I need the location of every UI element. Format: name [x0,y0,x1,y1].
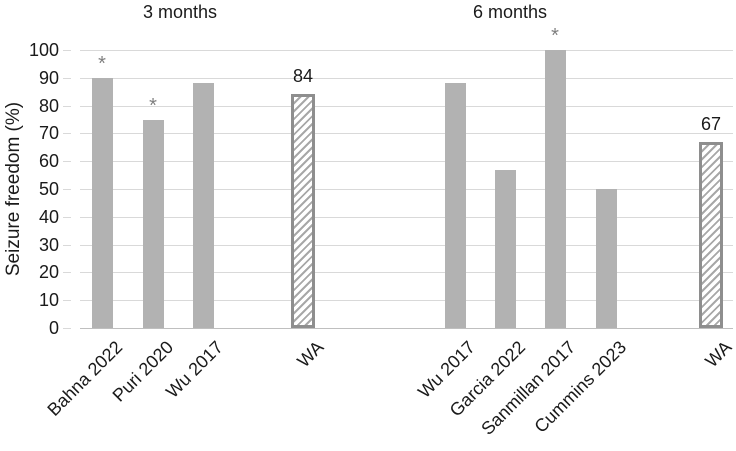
y-tick-mark [63,77,71,79]
bar-study [494,169,516,328]
significance-asterisk: * [551,25,559,47]
y-tick-label: 60 [38,151,59,172]
significance-asterisk: * [98,52,106,75]
y-tick-mark [63,189,71,190]
bar-weighted-average [699,141,723,328]
bar-study [91,77,113,328]
y-tick-mark [63,244,71,246]
y-tick-label: 40 [38,206,59,227]
y-tick-label: 70 [38,123,59,144]
group-title-3-months: 3 months [142,2,218,22]
bar-study [142,119,164,328]
y-tick-mark [63,328,71,329]
group-title-6-months: 6 months [472,2,548,22]
y-tick-label: 50 [38,179,59,199]
significance-asterisk: * [149,94,157,117]
y-tick-mark [63,161,71,163]
gridline [80,189,733,190]
gridline [80,272,733,274]
bar-study [444,83,466,328]
y-tick-label: 90 [38,67,59,88]
gridline [80,133,733,135]
y-tick-mark [63,272,71,274]
gridline [80,105,733,107]
y-tick-mark [63,50,71,51]
bar-study [544,50,566,328]
bar-weighted-average [291,94,315,328]
y-tick-label: 10 [38,290,59,311]
y-tick-mark [63,133,71,135]
gridline [80,161,733,163]
y-tick-mark [63,105,71,107]
x-axis-label: WA [292,337,328,372]
gridline [80,300,733,302]
gridline [80,216,733,218]
gridline [80,77,733,79]
gridline [80,244,733,246]
x-axis-label: Cummins 2023 [530,337,631,437]
x-axis-line [80,328,733,329]
bar-value-label: 84 [292,66,314,87]
x-axis-label: WA [700,337,736,372]
bar-study [192,83,214,328]
y-tick-mark [63,300,71,302]
gridline [80,50,733,51]
y-tick-label: 80 [38,95,59,116]
y-tick-label: 20 [38,262,59,283]
y-tick-label: 100 [28,40,59,60]
y-tick-label: 30 [38,234,59,255]
x-axis-label: Bahna 2022 [43,337,127,420]
y-tick-label: 0 [48,318,59,338]
bar-value-label: 67 [700,113,722,134]
y-tick-mark [63,216,71,218]
bar-study [595,189,617,328]
